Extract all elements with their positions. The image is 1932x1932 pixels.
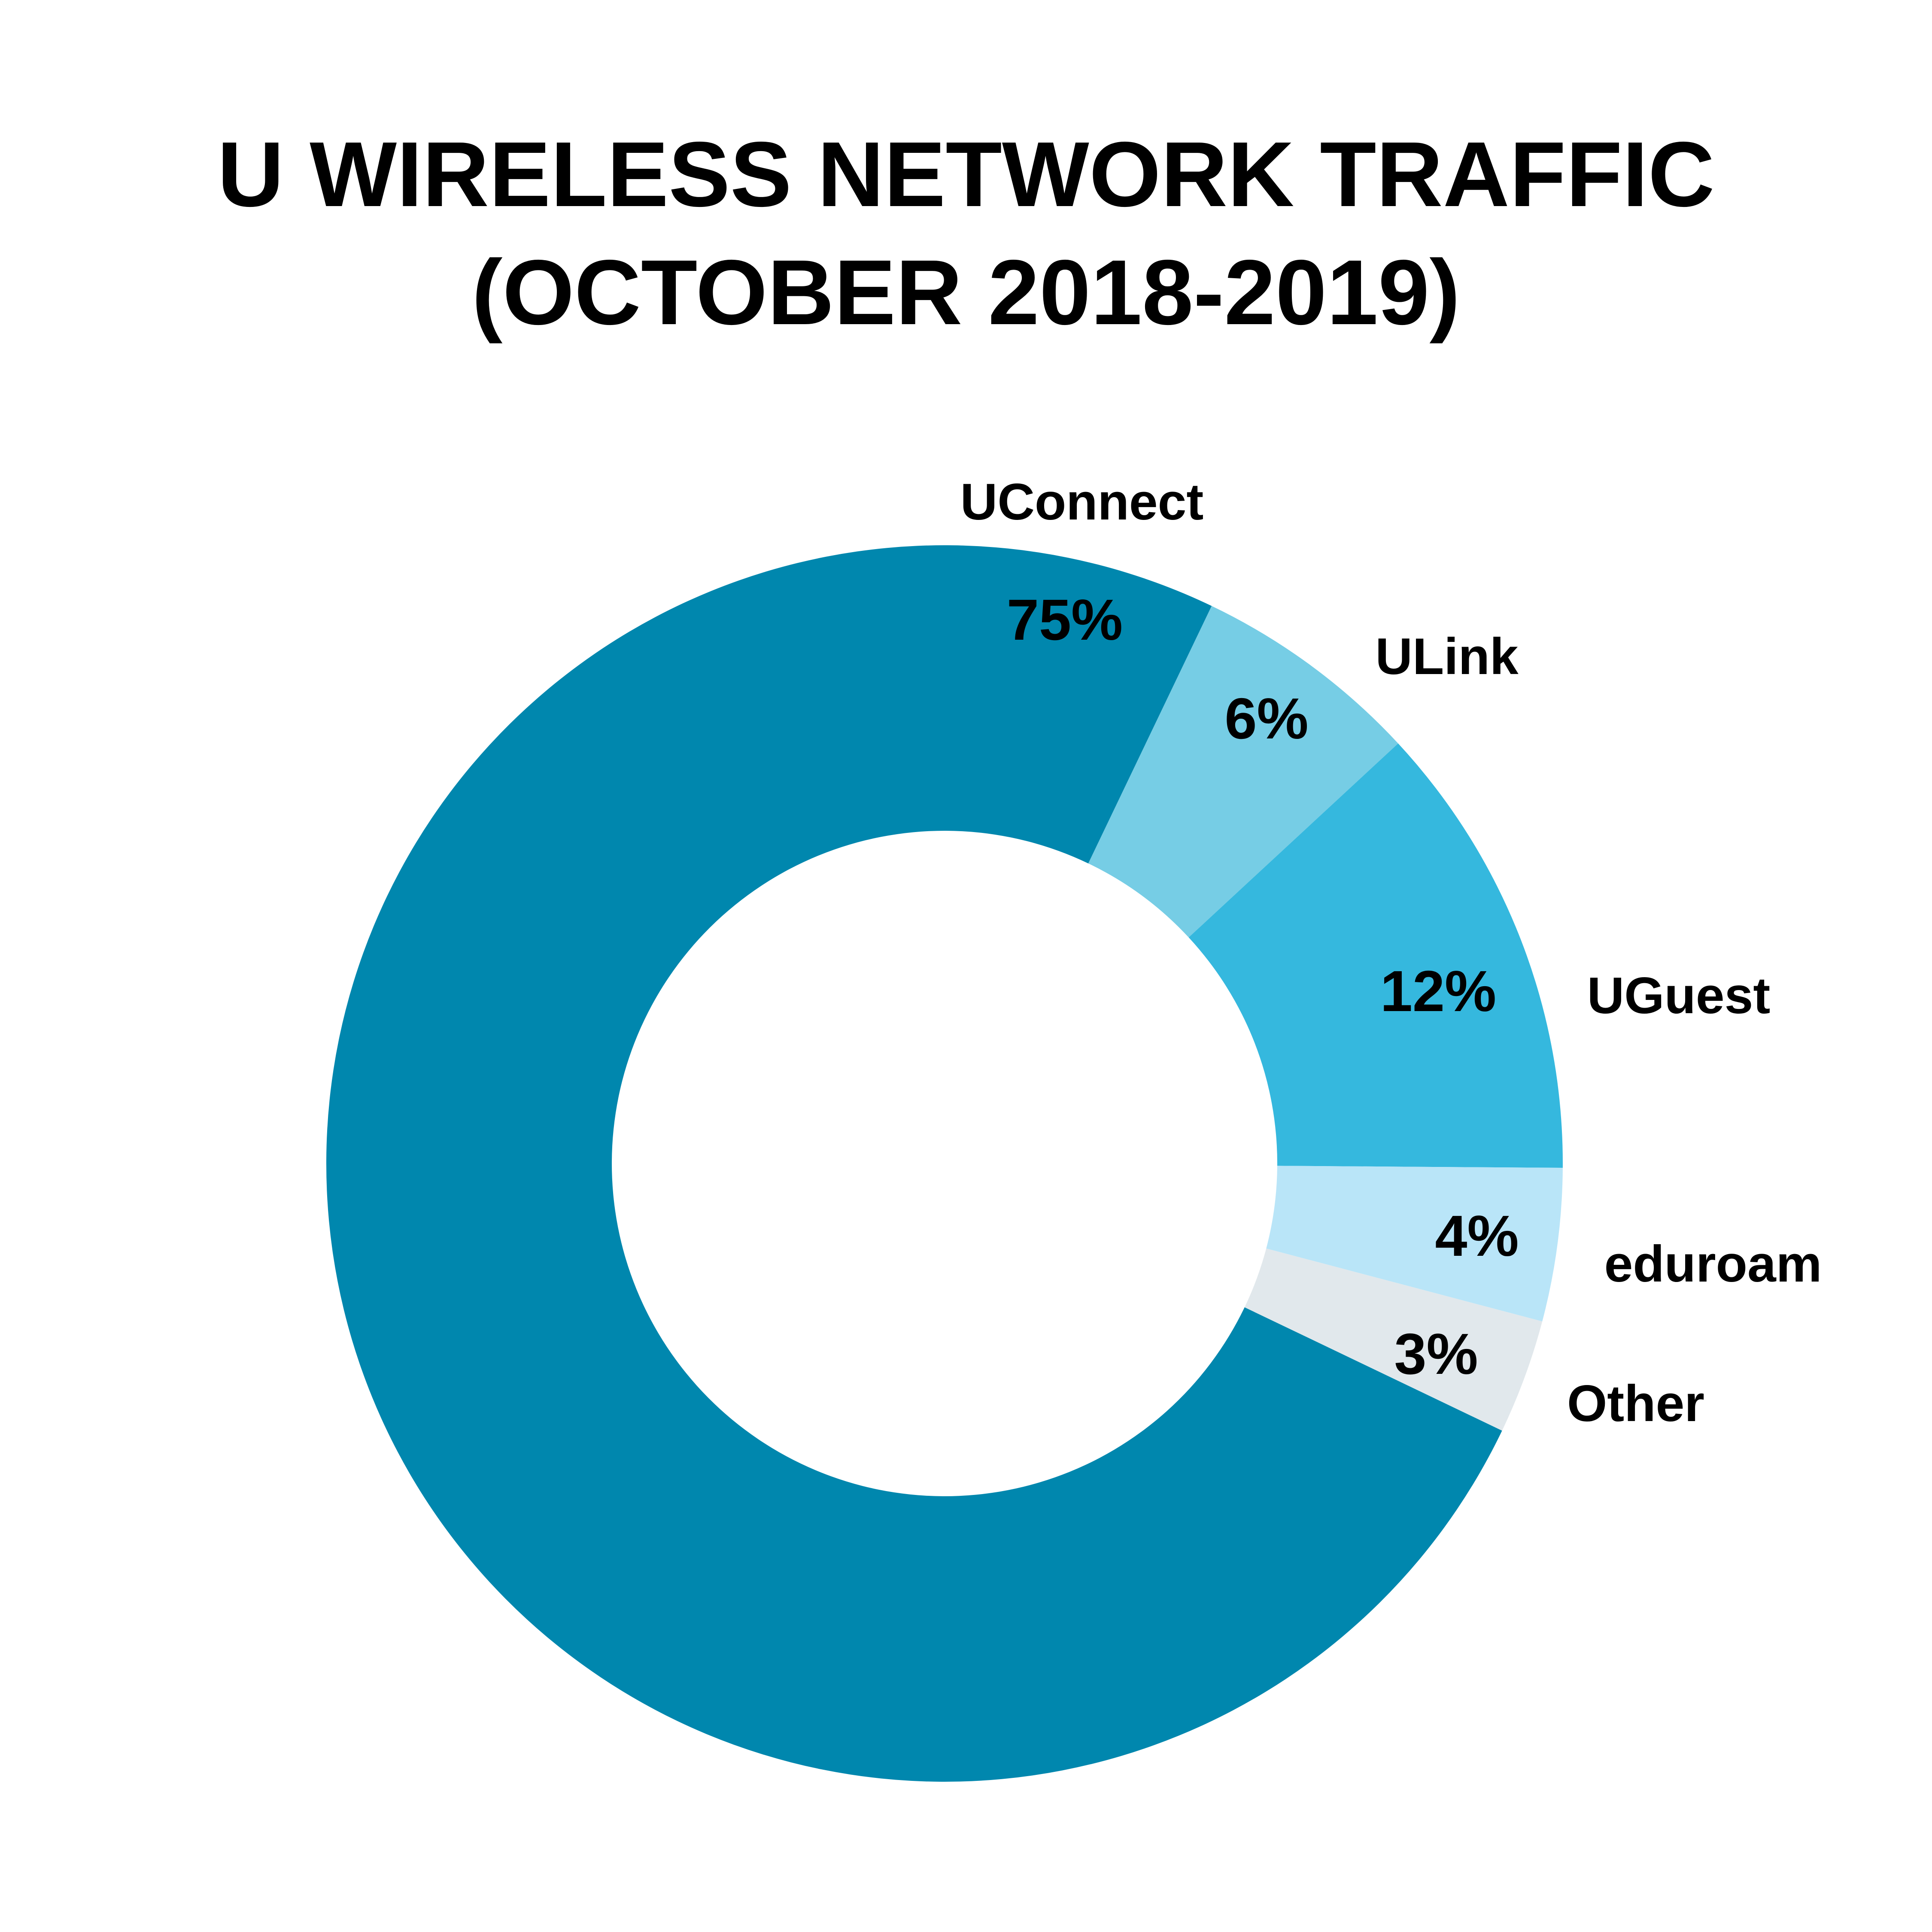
slice-eduroam (1266, 1166, 1563, 1321)
chart-title-line-1: U WIRELESS NETWORK TRAFFIC (217, 122, 1715, 226)
chart-title: U WIRELESS NETWORK TRAFFIC (OCTOBER 2018… (217, 122, 1715, 344)
slice-label-ulink: ULink (1375, 628, 1519, 685)
slice-other (1244, 1248, 1543, 1431)
slice-value-uguest: 12% (1380, 959, 1496, 1024)
slice-value-ulink: 6% (1224, 686, 1308, 751)
slice-value-eduroam: 4% (1435, 1203, 1519, 1268)
slice-uconnect (326, 545, 1502, 1782)
slice-uguest (1188, 743, 1563, 1168)
slice-ulink (1088, 606, 1398, 938)
slice-value-uconnect: 75% (1007, 587, 1123, 652)
slice-label-other: Other (1567, 1375, 1704, 1432)
slice-label-uguest: UGuest (1587, 967, 1771, 1024)
donut-slices (326, 545, 1563, 1782)
slice-label-eduroam: eduroam (1604, 1235, 1822, 1293)
slice-value-other: 3% (1394, 1321, 1478, 1386)
slice-labels: UConnect 75% ULink 6% UGuest 12% eduroam 4% Othe… (960, 473, 1822, 1432)
slice-label-uconnect: UConnect (960, 473, 1204, 531)
chart-title-line-2: (OCTOBER 2018-2019) (472, 240, 1460, 344)
